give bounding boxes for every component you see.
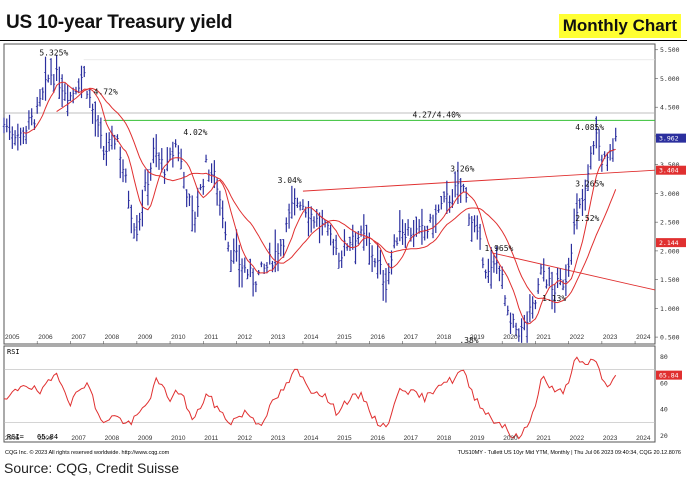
rsi-value-tag-bg: [656, 370, 682, 380]
x-axis-tick-label: 2020: [503, 334, 518, 341]
rsi-value-tag: 65.84: [659, 372, 679, 380]
moving-average-value-tag-bg: [656, 238, 686, 248]
yield-chart: 5.325% 4.72% 4.02% 3.04% 4.27/4.40% 3.26% 4.08…: [2, 43, 686, 456]
x-axis-tick-label: 2009: [138, 334, 153, 341]
rsi-x-axis-tick-label: 2020: [503, 435, 518, 442]
rsi-value: 65.84: [37, 433, 58, 441]
annotation-4-72: 4.72%: [94, 88, 118, 97]
rsi-x-axis-tick-label: 2024: [636, 435, 651, 442]
x-axis-tick-label: 2008: [105, 334, 120, 341]
annotation-4-02: 4.02%: [183, 128, 207, 137]
chart-period-badge: Monthly Chart: [558, 14, 681, 38]
x-axis-tick-label: 2011: [204, 334, 218, 341]
x-axis-tick-label: 2024: [636, 334, 651, 341]
rsi-x-axis-tick-label: 2019: [470, 435, 485, 442]
y-axis-tick-label: 1.000: [660, 305, 680, 313]
rsi-y-tick-label: 40: [660, 406, 668, 414]
y-axis-tick-label: 5.500: [660, 46, 680, 54]
annotation-3-04: 3.04%: [278, 176, 302, 185]
rsi-x-axis-tick-label: 2014: [304, 435, 319, 442]
last-price-tag-bg: [656, 133, 686, 143]
x-axis-tick-label: 2014: [304, 334, 319, 341]
x-axis-tick-label: 2007: [71, 334, 86, 341]
rsi-x-axis-tick-label: 2012: [238, 435, 253, 442]
rsi-x-axis-tick-label: 2018: [437, 435, 452, 442]
last-price-tag: 3.962: [659, 135, 679, 143]
x-axis-tick-label: 2019: [470, 334, 485, 341]
y-axis-tick-label: 2.500: [660, 219, 680, 227]
rsi-y-tick-label: 20: [660, 432, 668, 440]
annotation-4-27-4-40: 4.27/4.40%: [413, 111, 461, 120]
rsi-x-axis-tick-label: 2009: [138, 435, 153, 442]
rsi-line: [3, 356, 617, 440]
x-axis-tick-label: 2010: [171, 334, 186, 341]
rsi-y-tick-label: 60: [660, 379, 668, 387]
rsi-x-axis-tick-label: 2022: [570, 435, 585, 442]
y-axis-tick-label: 4.500: [660, 104, 680, 112]
y-axis-tick-label: 3.500: [660, 161, 680, 169]
x-axis-tick-label: 2016: [370, 334, 385, 341]
annotation-1-965: 1.965%: [484, 244, 513, 253]
annotation-0-38: .38%: [459, 336, 478, 345]
moving-average-value-tag: 2.144: [659, 239, 679, 247]
x-axis-tick-label: 2012: [238, 334, 253, 341]
rsi-x-axis-tick-label: 2011: [204, 435, 218, 442]
rsi-y-tick-label: 80: [660, 353, 668, 361]
rsi-x-axis-tick-label: 2013: [271, 435, 286, 442]
x-axis-tick-label: 2005: [5, 334, 20, 341]
trendline-value-tag-bg: [656, 165, 686, 175]
header-rule: [0, 40, 687, 41]
x-axis-tick-label: 2018: [437, 334, 452, 341]
rsi-x-axis-tick-label: 2006: [38, 435, 53, 442]
instrument-line: TUS10MY - Tullett US 10yr Mid YTM, Month…: [458, 450, 681, 456]
y-axis-tick-label: 2.000: [660, 247, 680, 255]
rsi-x-axis-tick-label: 2005: [5, 435, 20, 442]
moving-average-long: [56, 87, 617, 304]
x-axis-tick-label: 2017: [404, 334, 419, 341]
rsi-x-axis-tick-label: 2010: [171, 435, 186, 442]
rsi-x-axis-tick-label: 2015: [337, 435, 352, 442]
rsi-value-label: RSI=: [7, 433, 24, 441]
trendline-value-tag: 3.404: [659, 167, 679, 175]
rsi-x-axis-tick-label: 2008: [105, 435, 120, 442]
resistance-trendline: [302, 169, 656, 192]
rsi-x-axis-tick-label: 2017: [404, 435, 419, 442]
rsi-x-axis-tick-label: 2021: [536, 435, 551, 442]
chart-title: US 10-year Treasury yield: [6, 12, 233, 33]
y-axis-tick-label: 3.000: [660, 190, 680, 198]
moving-average-short: [23, 81, 616, 325]
x-axis-tick-label: 2023: [603, 334, 618, 341]
y-axis-tick-label: 1.500: [660, 276, 680, 284]
y-axis-tick-label: 5.000: [660, 75, 680, 83]
copyright-line: CQG Inc. © 2023 All rights reserved worl…: [5, 449, 170, 456]
y-axis-tick-label: 0.500: [660, 334, 680, 342]
annotation-1-13: 1.13%: [542, 294, 566, 303]
rsi-panel-frame: [3, 345, 656, 443]
rsi-panel-label: RSI: [7, 348, 20, 356]
annotation-3-26: 3.26%: [450, 165, 474, 174]
rsi-x-axis-tick-label: 2016: [370, 435, 385, 442]
x-axis-tick-label: 2021: [536, 334, 551, 341]
annotation-2-52: 2.52%: [575, 214, 599, 223]
rsi-x-axis-tick-label: 2007: [71, 435, 86, 442]
rsi-x-axis-tick-label: 2023: [603, 435, 618, 442]
chart-source: Source: CQG, Credit Suisse: [4, 460, 180, 476]
annotation-3-265: 3.265%: [575, 180, 604, 189]
x-axis-tick-label: 2006: [38, 334, 53, 341]
annotation-5-325: 5.325%: [39, 48, 68, 57]
x-axis-tick-label: 2013: [271, 334, 286, 341]
x-axis-tick-label: 2022: [570, 334, 585, 341]
annotation-4-085: 4.085%: [575, 123, 604, 132]
x-axis-tick-label: 2015: [337, 334, 352, 341]
